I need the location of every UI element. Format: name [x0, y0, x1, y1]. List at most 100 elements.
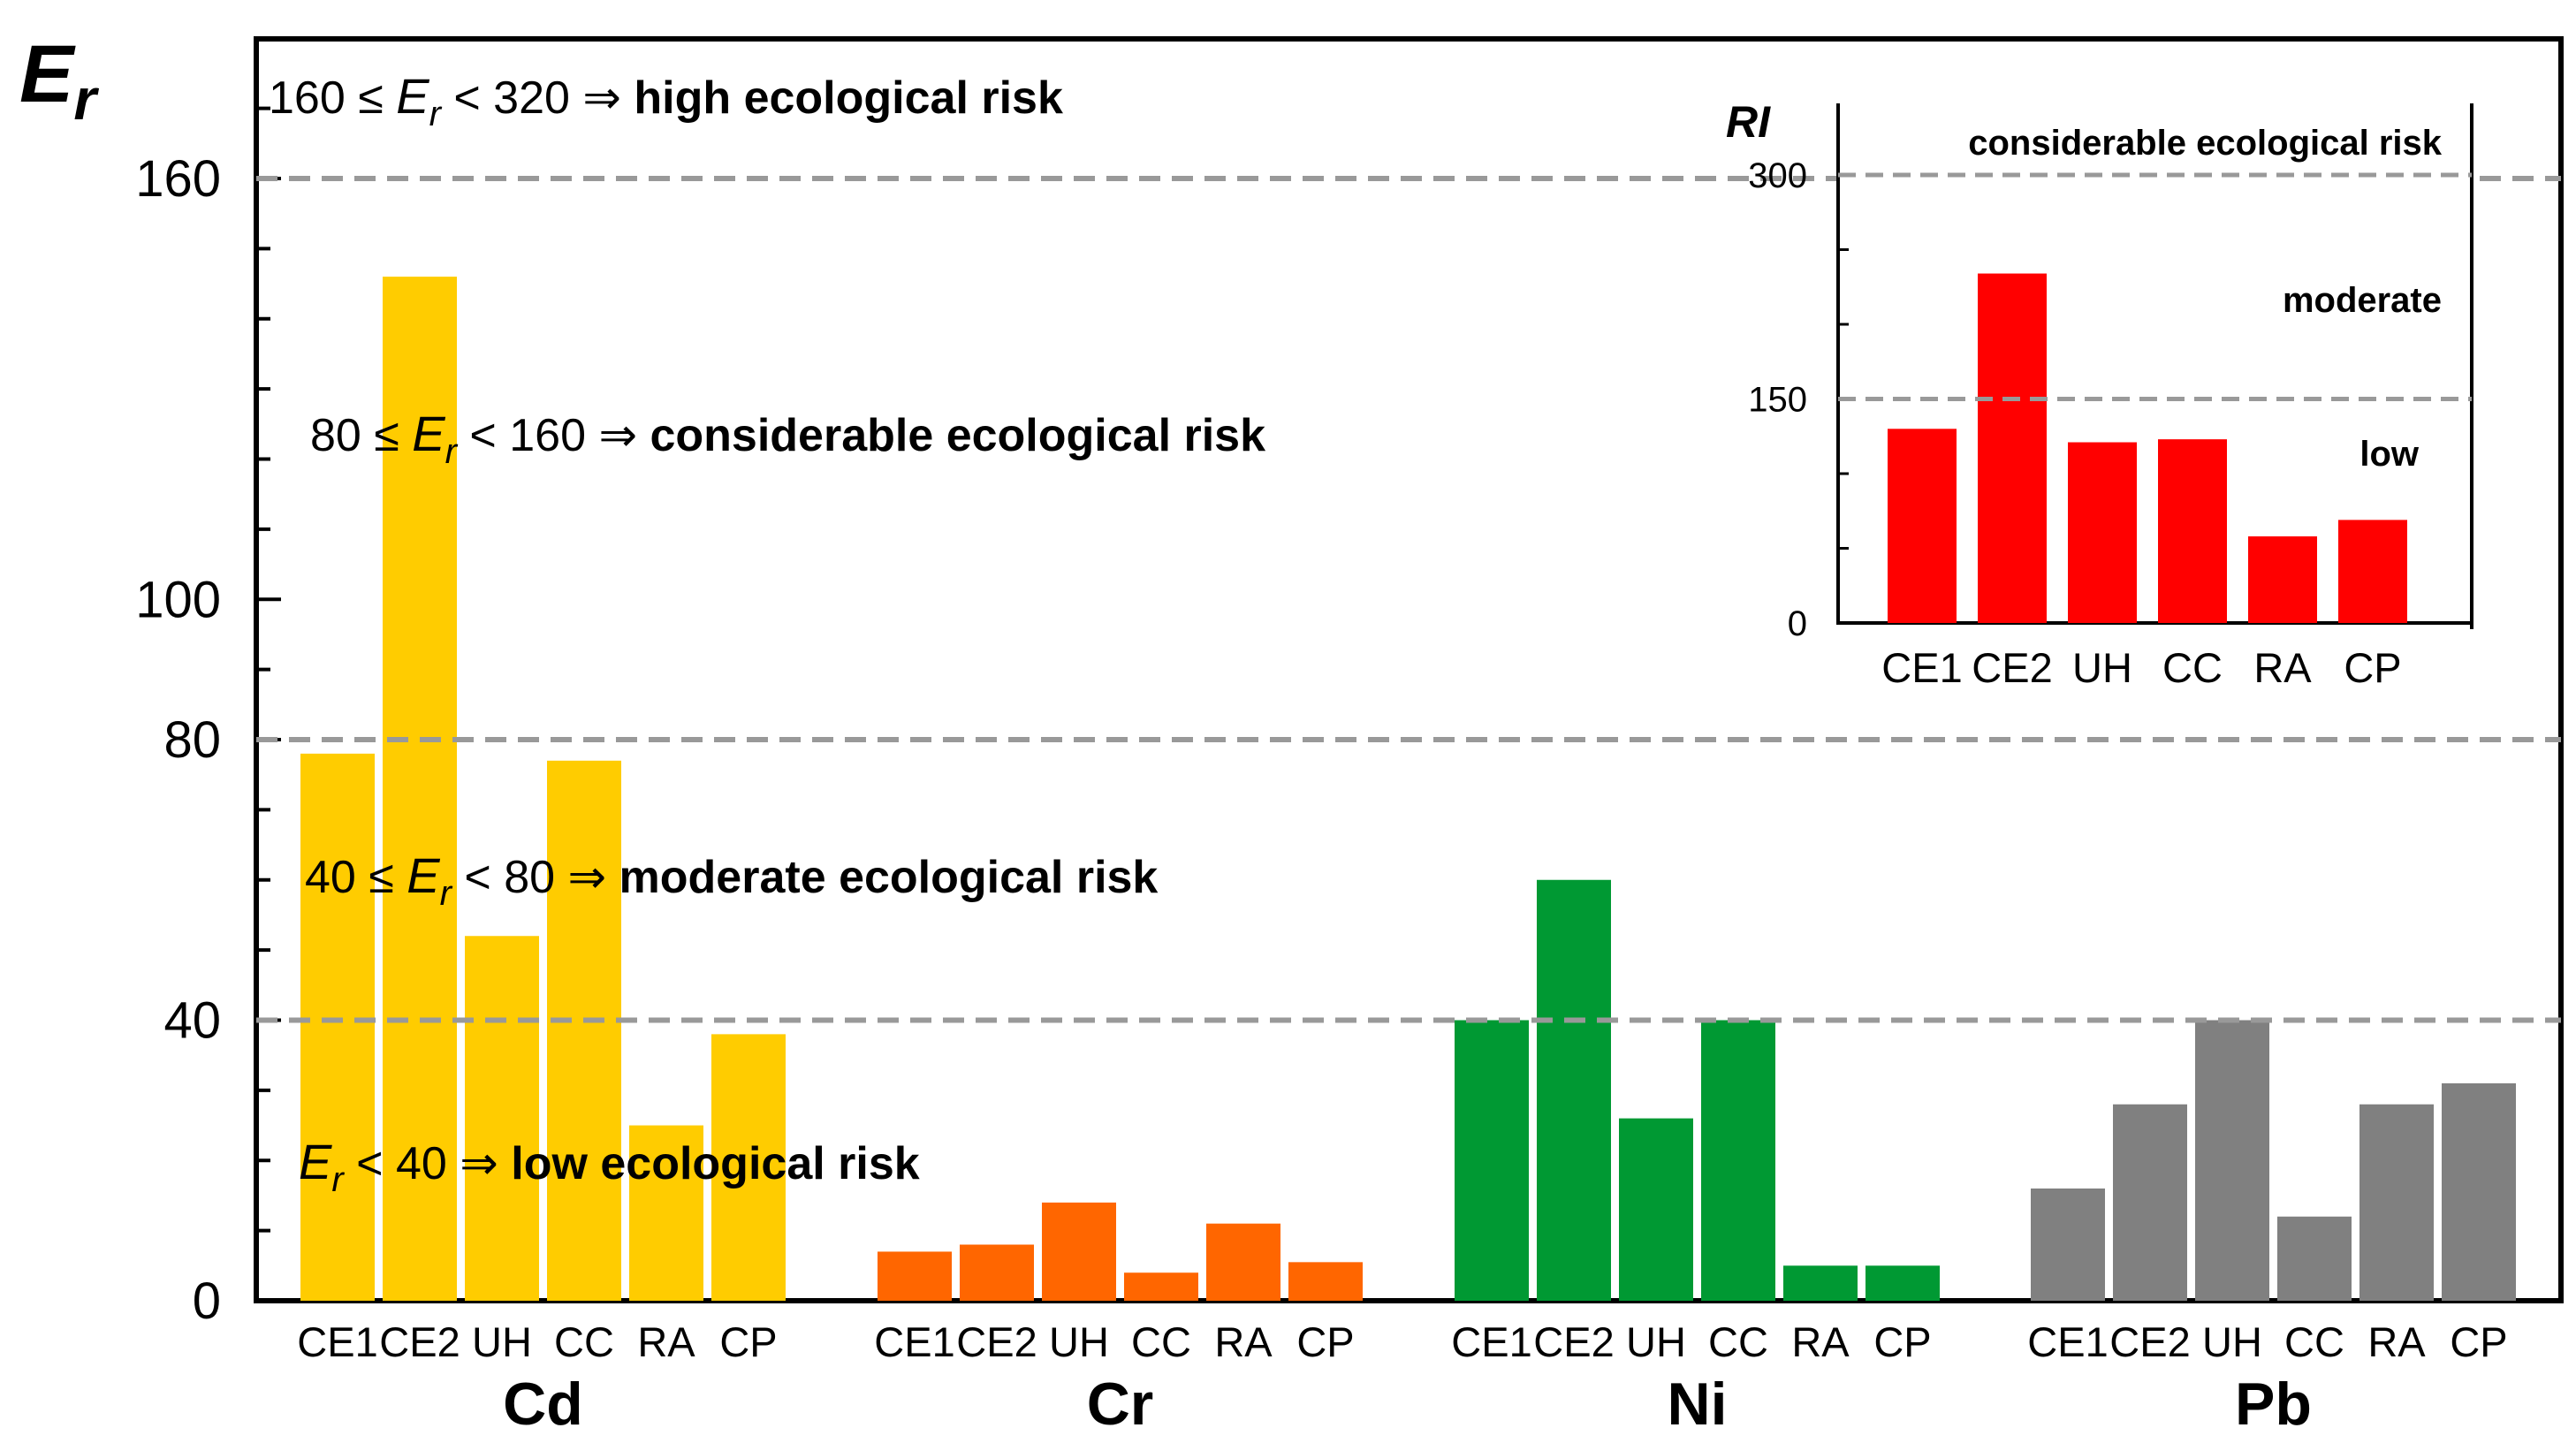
inset-x-tick-label-cp: CP — [2344, 644, 2401, 691]
bar-cd-ce1 — [300, 753, 375, 1301]
annotation-sub: r — [440, 874, 453, 913]
annotation-mid: < 40 ⇒ — [344, 1138, 512, 1189]
annotation-mid: < 80 ⇒ — [452, 852, 619, 903]
bar-cr-cc — [1124, 1272, 1198, 1301]
group-label-cd: Cd — [503, 1371, 583, 1438]
inset-x-axis-labels: CE1 CE2 UH CC RA CP — [1881, 644, 2401, 691]
x-tick-label-pb-cp: CP — [2450, 1318, 2507, 1365]
x-tick-label-cr-cc: CC — [1131, 1318, 1191, 1365]
annotation-level: low ecological risk — [511, 1138, 919, 1189]
inset-x-tick-label-ce1: CE1 — [1881, 644, 1962, 691]
y-tick-label-40: 40 — [163, 992, 221, 1050]
group-label-ni: Ni — [1668, 1371, 1728, 1438]
bar-cd-cp — [711, 1034, 786, 1301]
annotation-mid: < 320 ⇒ — [441, 72, 635, 124]
annotation-prefix: 40 ≤ — [305, 852, 407, 903]
bar-cd-uh — [465, 936, 539, 1301]
x-tick-label-cr-ce2: CE2 — [956, 1318, 1037, 1365]
x-tick-label-ni-ra: RA — [1791, 1318, 1850, 1365]
annotation-sub: r — [331, 1160, 345, 1199]
inset-y-tick-label-150: 150 — [1748, 381, 1807, 420]
x-tick-label-cd-uh: UH — [472, 1318, 532, 1365]
bar-pb-ra — [2359, 1104, 2434, 1301]
annotation-sub: r — [445, 432, 459, 471]
annotation-level: moderate ecological risk — [619, 852, 1159, 903]
bar-pb-uh — [2195, 1020, 2269, 1301]
x-tick-label-ni-cc: CC — [1708, 1318, 1768, 1365]
bar-ni-ce1 — [1455, 1020, 1529, 1301]
x-tick-label-ni-ce2: CE2 — [1533, 1318, 1614, 1365]
inset-chart: 0 150 300 CE1 CE2 UH CC RA CP RI considerable e… — [1726, 97, 2473, 691]
x-tick-label-pb-ra: RA — [2367, 1318, 2426, 1365]
bar-cr-cp — [1288, 1262, 1363, 1301]
annotation-var: E — [407, 847, 440, 903]
y-tick-label-160: 160 — [135, 150, 221, 208]
x-tick-label-ni-ce1: CE1 — [1451, 1318, 1531, 1365]
group-label-pb: Pb — [2235, 1371, 2312, 1438]
inset-bar-uh — [2068, 442, 2137, 623]
x-tick-label-pb-uh: UH — [2202, 1318, 2262, 1365]
x-tick-label-cr-ra: RA — [1214, 1318, 1273, 1365]
y-tick-label-80: 80 — [163, 711, 221, 769]
bar-cr-ce1 — [878, 1251, 952, 1301]
annotation-mid: < 160 ⇒ — [457, 410, 650, 461]
bar-cr-uh — [1042, 1202, 1116, 1301]
risk-annotation-3: 40 ≤ Er < 80 ⇒ moderate ecological risk — [305, 847, 1158, 913]
y-axis-ticks: 0 40 80 100 160 — [135, 106, 281, 1330]
bar-cd-ce2 — [383, 277, 457, 1301]
y-axis-title-main: E — [19, 29, 76, 119]
bar-ni-uh — [1619, 1118, 1693, 1301]
inset-y-axis-title: RI — [1726, 97, 1771, 147]
inset-x-tick-label-ce2: CE2 — [1972, 644, 2052, 691]
inset-bar-ra — [2248, 535, 2317, 623]
x-tick-label-cd-ra: RA — [637, 1318, 695, 1365]
inset-x-tick-label-ra: RA — [2253, 644, 2312, 691]
risk-annotation-1: 160 ≤ Er < 320 ⇒ high ecological risk — [269, 68, 1063, 133]
y-tick-label-100: 100 — [135, 571, 221, 628]
bar-ni-cp — [1866, 1265, 1940, 1301]
x-tick-label-pb-ce1: CE1 — [2027, 1318, 2108, 1365]
bar-cr-ra — [1206, 1223, 1280, 1301]
x-tick-label-cd-ce2: CE2 — [379, 1318, 460, 1365]
y-axis-title-sub: r — [73, 66, 99, 132]
annotation-prefix: 80 ≤ — [310, 410, 412, 461]
y-tick-label-0: 0 — [193, 1272, 221, 1330]
inset-y-tick-label-0: 0 — [1788, 604, 1807, 643]
x-tick-label-cr-uh: UH — [1049, 1318, 1109, 1365]
inset-y-tick-label-300: 300 — [1748, 156, 1807, 195]
x-tick-label-cd-cc: CC — [554, 1318, 614, 1365]
x-tick-label-pb-cc: CC — [2284, 1318, 2344, 1365]
threshold-lines — [256, 176, 2561, 1023]
x-tick-label-cr-ce1: CE1 — [874, 1318, 954, 1365]
x-tick-label-cr-cp: CP — [1296, 1318, 1354, 1365]
inset-zone-label-considerable: considerable ecological risk — [1968, 124, 2443, 163]
bar-pb-ce2 — [2113, 1104, 2187, 1301]
x-tick-label-cd-cp: CP — [719, 1318, 777, 1365]
bar-pb-cp — [2442, 1082, 2516, 1301]
annotation-var: E — [299, 1134, 332, 1189]
annotation-prefix: 160 ≤ — [269, 72, 396, 124]
annotation-var: E — [396, 68, 429, 124]
bar-cd-cc — [547, 760, 621, 1301]
inset-bar-ce2 — [1978, 273, 2047, 623]
annotation-sub: r — [429, 95, 443, 133]
risk-annotations: 160 ≤ Er < 320 ⇒ high ecological risk 80 … — [269, 68, 1265, 1199]
annotation-level: considerable ecological risk — [650, 410, 1265, 461]
y-axis-title: Er — [19, 29, 99, 132]
annotation-level: high ecological risk — [634, 72, 1063, 124]
inset-zone-label-moderate: moderate — [2283, 281, 2442, 320]
bar-series — [300, 277, 2516, 1301]
x-tick-label-ni-cp: CP — [1873, 1318, 1931, 1365]
annotation-var: E — [412, 406, 445, 461]
bar-cr-ce2 — [960, 1244, 1034, 1301]
x-tick-label-ni-uh: UH — [1626, 1318, 1686, 1365]
bar-pb-ce1 — [2031, 1189, 2105, 1301]
inset-x-tick-label-uh: UH — [2072, 644, 2132, 691]
bar-ni-ce2 — [1537, 879, 1611, 1301]
inset-x-tick-label-cc: CC — [2162, 644, 2223, 691]
bar-ni-ra — [1783, 1265, 1858, 1301]
x-tick-label-pb-ce2: CE2 — [2109, 1318, 2190, 1365]
bar-cd-ra — [629, 1125, 703, 1301]
